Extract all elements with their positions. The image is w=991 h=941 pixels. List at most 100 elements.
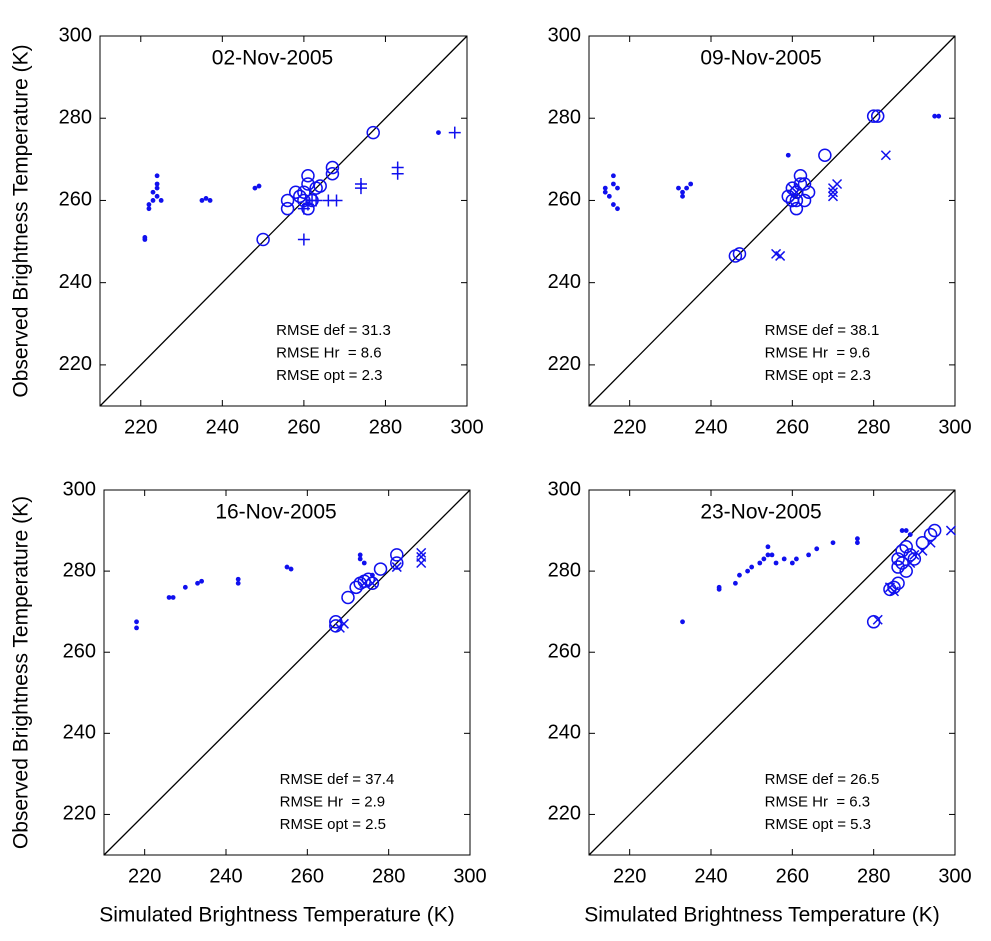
point [357,556,363,562]
point [789,201,804,216]
point [936,113,942,119]
annotation: RMSE opt = 2.3 [765,367,871,384]
point [134,619,139,625]
x-tick-label: 220 [124,416,157,438]
y-tick-label: 240 [63,722,96,744]
subplot-title: 23-Nov-2005 [700,501,821,524]
y-tick-label: 280 [548,107,581,129]
point [341,590,355,605]
point [806,552,811,558]
y-tick-label: 300 [59,24,92,46]
subplot: 220 240 260 280 300 220 240 260 280 300 16-Nov-200… [10,478,487,926]
point [611,181,616,187]
point [301,177,315,191]
point [769,552,775,558]
point [199,198,205,203]
point [256,183,262,189]
point [855,536,860,542]
y-tick-label: 260 [548,189,581,211]
y-tick-label: 240 [59,271,92,293]
point [903,548,918,562]
point [888,586,900,597]
point [899,528,905,533]
x-tick-label: 280 [857,865,890,887]
annotation: RMSE Hr = 8.6 [276,344,381,361]
point [615,185,620,191]
x-tick-label: 260 [776,416,809,438]
point [907,532,913,538]
y-tick-label: 220 [548,803,581,825]
point [870,109,885,123]
point [334,622,345,633]
x-axis-label: Simulated Brightness Temperature (K) [99,904,455,927]
plot-frame [588,489,956,856]
point [728,249,743,263]
point [945,525,956,536]
point [775,250,786,261]
plot-frame [99,35,468,407]
point [252,185,258,191]
point [680,619,685,625]
point [909,549,920,560]
point [688,181,694,187]
point [745,568,750,574]
point [602,189,608,195]
point [391,161,404,174]
point [329,615,343,629]
point [855,540,860,546]
point [280,201,295,216]
point [611,202,616,207]
y-axis-label: Observed Brightness Temperature (K) [10,44,33,397]
point [166,595,172,600]
point [207,198,213,203]
point [199,578,205,584]
point [154,173,160,179]
point [761,556,767,562]
y-tick-label: 280 [548,559,581,581]
x-tick-label: 260 [287,416,320,438]
point [789,193,804,208]
point [891,552,905,566]
point [785,193,800,208]
point [676,185,681,191]
point [182,584,188,590]
point [891,560,905,574]
point [872,614,883,625]
point [284,564,290,570]
point [354,178,367,190]
point [891,576,905,591]
point [757,560,763,566]
point [235,576,241,582]
x-tick-label: 300 [453,865,486,887]
point [797,177,812,191]
x-tick-label: 260 [291,865,324,887]
point [606,193,612,199]
y-tick-label: 220 [63,803,96,825]
point [903,528,909,533]
x-tick-label: 220 [613,416,646,438]
point [781,189,796,204]
point [154,193,160,199]
point [927,523,942,538]
point [895,544,909,558]
subplot: 220 240 260 280 300 220 240 260 280 300 23-Nov-200… [548,478,972,926]
y-tick-label: 280 [63,559,96,581]
point [158,198,164,203]
point [373,562,388,576]
point [309,181,323,195]
annotation: RMSE opt = 2.5 [280,816,386,833]
point [887,580,901,595]
point [416,547,427,558]
point [680,189,685,195]
point [830,540,836,546]
identity-line [103,489,471,856]
y-tick-label: 220 [548,353,581,375]
x-tick-label: 240 [206,416,239,438]
x-tick-label: 260 [776,865,809,887]
point [301,201,315,216]
point [794,556,799,562]
point [329,619,343,633]
point [899,564,913,578]
point [801,185,816,199]
